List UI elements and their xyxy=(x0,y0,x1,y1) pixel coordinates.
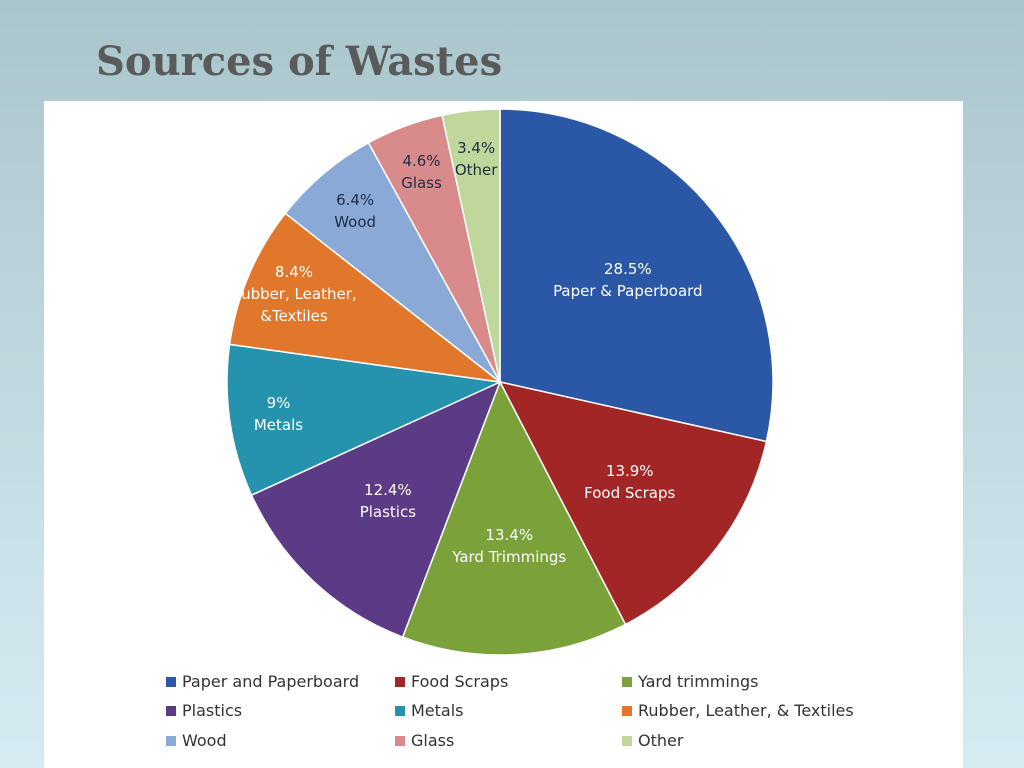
legend-item: Food Scraps xyxy=(395,672,508,691)
legend-item: Wood xyxy=(166,731,227,750)
legend-label: Glass xyxy=(411,731,455,750)
pie-slice xyxy=(441,108,501,383)
legend-swatch xyxy=(395,676,405,687)
legend-swatch xyxy=(622,705,632,716)
slice-label: 9% Metals xyxy=(198,392,358,436)
slice-value-label: 6.4% xyxy=(336,191,375,210)
slice-name-label: Plastics xyxy=(359,503,417,522)
slice-label: 8.4% Rubber, Leather, &Textiles xyxy=(214,261,374,327)
slice-name-label: Rubber, Leather, &Textiles xyxy=(231,285,357,326)
slice-value-label: 13.9% xyxy=(605,461,654,480)
slice-name-label: Wood xyxy=(334,213,377,232)
legend-label: Food Scraps xyxy=(411,672,509,691)
legend-label: Wood xyxy=(182,731,227,750)
legend-item: Other xyxy=(622,731,683,750)
slice-label: 13.4% Yard Trimmings xyxy=(429,524,589,568)
legend-label: Other xyxy=(638,731,684,750)
slice-value-label: 4.6% xyxy=(402,152,441,171)
slice-label: 28.5% Paper & Paperboard xyxy=(548,258,708,302)
slice-name-label: Metals xyxy=(253,416,304,435)
slice-value-label: 3.4% xyxy=(457,139,496,158)
legend-swatch xyxy=(166,735,176,746)
pie-slice xyxy=(250,380,502,639)
pie-slice xyxy=(498,380,768,626)
legend-swatch xyxy=(395,735,405,746)
pie-slice xyxy=(228,212,503,384)
legend-label: Metals xyxy=(411,701,464,720)
slice-label: 4.6% Glass xyxy=(342,150,502,194)
slice-name-label: Glass xyxy=(401,174,442,193)
slice-value-label: 9% xyxy=(266,394,291,413)
legend-swatch xyxy=(166,705,176,716)
pie-slice xyxy=(499,108,774,443)
slice-name-label: Paper & Paperboard xyxy=(553,281,703,300)
legend-label: Paper and Paperboard xyxy=(182,672,360,691)
slice-value-label: 28.5% xyxy=(604,259,652,278)
pie-slice xyxy=(401,380,627,656)
legend-label: Yard trimmings xyxy=(638,672,759,691)
slice-name-label: Food Scraps xyxy=(584,483,676,502)
slide-title: Sources of Wastes xyxy=(96,38,503,85)
legend-item: Rubber, Leather, & Textiles xyxy=(622,701,854,720)
legend-swatch xyxy=(395,705,405,716)
slice-label: 12.4% Plastics xyxy=(308,479,468,523)
legend-item: Glass xyxy=(395,731,454,750)
slice-value-label: 8.4% xyxy=(274,263,314,282)
legend-swatch xyxy=(622,735,632,746)
legend-label: Rubber, Leather, & Textiles xyxy=(638,701,854,720)
legend-item: Metals xyxy=(395,701,464,720)
slice-label: 6.4% Wood xyxy=(275,189,435,233)
legend-label: Plastics xyxy=(182,701,243,720)
slice-value-label: 12.4% xyxy=(364,481,412,500)
slice-name-label: Other xyxy=(454,161,498,180)
legend-swatch xyxy=(622,676,632,687)
slice-label: 13.9% Food Scraps xyxy=(550,460,710,504)
legend-item: Paper and Paperboard xyxy=(166,672,359,691)
slice-label: 3.4% Other xyxy=(396,137,556,181)
legend-swatch xyxy=(166,676,176,687)
pie-slice xyxy=(226,343,503,497)
slice-name-label: Yard Trimmings xyxy=(452,547,567,566)
slice-value-label: 13.4% xyxy=(485,525,534,544)
legend-item: Plastics xyxy=(166,701,242,720)
legend-item: Yard trimmings xyxy=(622,672,758,691)
